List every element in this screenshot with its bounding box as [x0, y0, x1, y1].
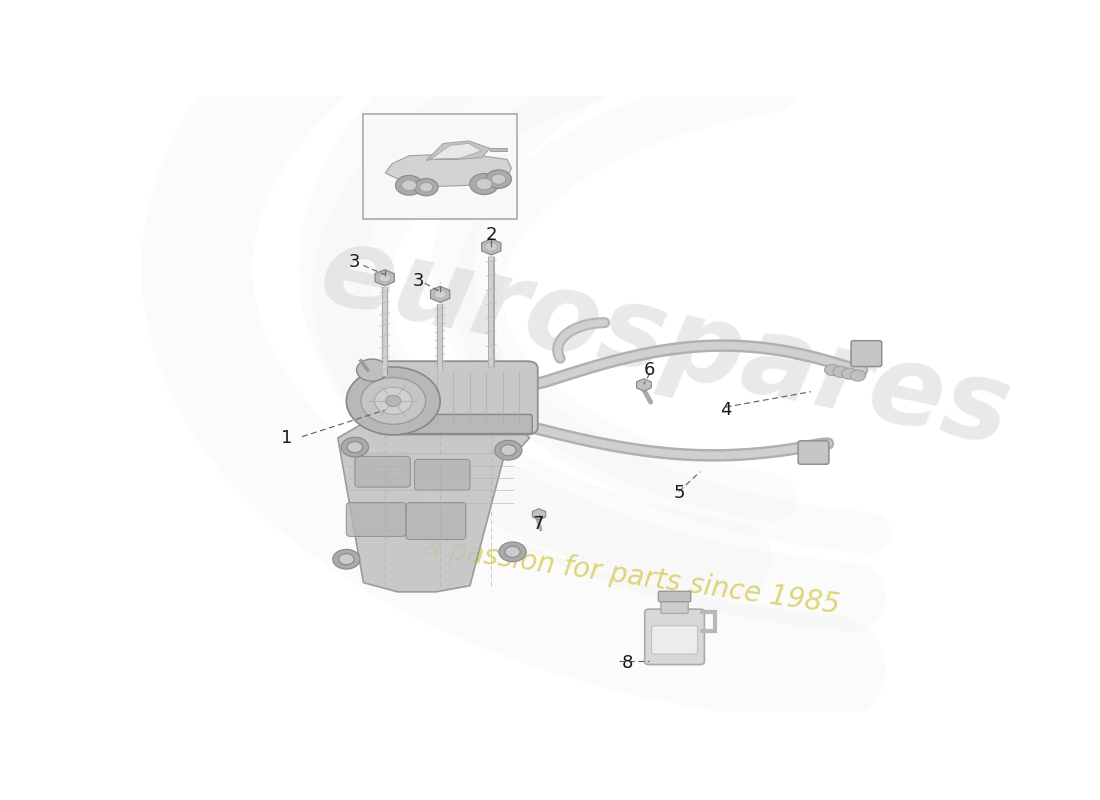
Circle shape — [476, 178, 492, 190]
FancyBboxPatch shape — [415, 459, 470, 490]
Circle shape — [386, 395, 400, 406]
Polygon shape — [430, 143, 482, 159]
Circle shape — [842, 368, 857, 379]
Circle shape — [339, 554, 354, 565]
Text: eurospares: eurospares — [311, 217, 1021, 468]
Circle shape — [500, 445, 516, 456]
Polygon shape — [426, 141, 491, 161]
FancyBboxPatch shape — [799, 441, 829, 464]
Circle shape — [486, 170, 512, 188]
Text: 5: 5 — [673, 484, 684, 502]
Text: 7: 7 — [532, 515, 543, 533]
FancyBboxPatch shape — [406, 502, 465, 539]
Text: 3: 3 — [349, 254, 361, 271]
Circle shape — [833, 366, 848, 378]
Circle shape — [419, 182, 432, 192]
Circle shape — [470, 174, 498, 194]
FancyBboxPatch shape — [645, 609, 704, 665]
FancyBboxPatch shape — [661, 598, 689, 614]
Circle shape — [396, 175, 422, 195]
FancyBboxPatch shape — [363, 114, 517, 219]
Text: 6: 6 — [644, 361, 654, 379]
FancyBboxPatch shape — [376, 361, 538, 434]
FancyBboxPatch shape — [346, 502, 406, 537]
Circle shape — [499, 542, 526, 562]
Circle shape — [492, 174, 506, 184]
Circle shape — [825, 365, 840, 375]
Text: 1: 1 — [280, 429, 293, 447]
Text: 2: 2 — [485, 226, 497, 243]
Circle shape — [332, 550, 360, 569]
FancyBboxPatch shape — [659, 591, 691, 602]
Circle shape — [356, 359, 387, 382]
Circle shape — [348, 442, 363, 453]
Circle shape — [495, 440, 522, 460]
Circle shape — [346, 367, 440, 435]
Circle shape — [402, 180, 417, 190]
FancyBboxPatch shape — [355, 456, 410, 487]
Circle shape — [505, 546, 520, 558]
Circle shape — [361, 378, 426, 424]
Circle shape — [850, 370, 866, 381]
FancyBboxPatch shape — [851, 341, 882, 366]
Polygon shape — [338, 418, 530, 592]
Polygon shape — [385, 154, 512, 186]
Text: 4: 4 — [720, 401, 732, 419]
FancyBboxPatch shape — [378, 414, 532, 434]
FancyBboxPatch shape — [651, 626, 697, 654]
Polygon shape — [491, 148, 507, 151]
Text: a passion for parts since 1985: a passion for parts since 1985 — [422, 534, 842, 619]
Circle shape — [434, 290, 447, 298]
Circle shape — [374, 387, 412, 414]
Circle shape — [378, 274, 390, 282]
Text: 8: 8 — [621, 654, 634, 672]
Circle shape — [485, 242, 497, 251]
Text: 3: 3 — [414, 272, 425, 290]
Circle shape — [341, 438, 368, 457]
Circle shape — [415, 178, 438, 196]
